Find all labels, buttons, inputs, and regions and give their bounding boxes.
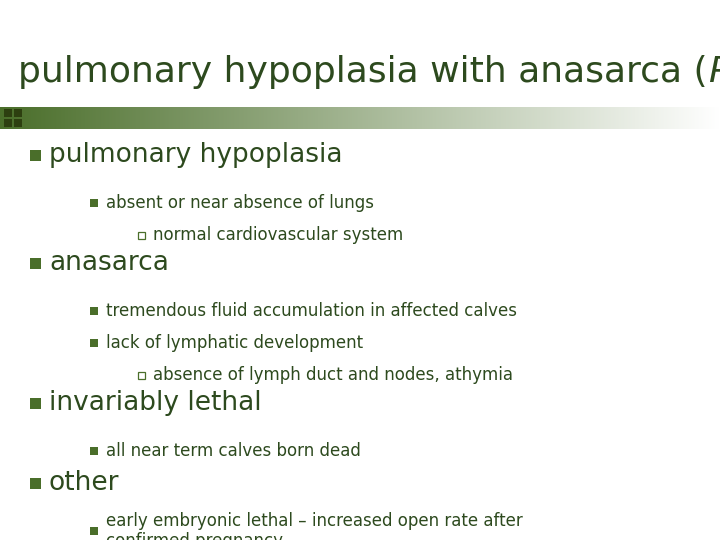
Text: invariably lethal: invariably lethal: [49, 390, 261, 416]
Bar: [90, 447, 98, 455]
Bar: [30, 258, 41, 268]
Bar: [14, 119, 22, 127]
Text: early embryonic lethal – increased open rate after
confirmed pregnancy: early embryonic lethal – increased open …: [106, 511, 523, 540]
Bar: [30, 150, 41, 160]
Bar: [30, 397, 41, 408]
Text: absence of lymph duct and nodes, athymia: absence of lymph duct and nodes, athymia: [153, 366, 513, 384]
Bar: [138, 232, 145, 239]
Text: all near term calves born dead: all near term calves born dead: [106, 442, 361, 460]
Text: tremendous fluid accumulation in affected calves: tremendous fluid accumulation in affecte…: [106, 302, 517, 320]
Text: other: other: [49, 470, 120, 496]
Text: normal cardiovascular system: normal cardiovascular system: [153, 226, 403, 244]
Bar: [4, 119, 12, 127]
Bar: [90, 339, 98, 347]
Bar: [90, 527, 98, 535]
Text: PHA: PHA: [708, 55, 720, 89]
Bar: [90, 307, 98, 315]
Text: pulmonary hypoplasia with anasarca (: pulmonary hypoplasia with anasarca (: [18, 55, 708, 89]
Bar: [4, 109, 12, 117]
Bar: [138, 372, 145, 379]
Text: lack of lymphatic development: lack of lymphatic development: [106, 334, 363, 352]
Bar: [90, 199, 98, 207]
Bar: [14, 109, 22, 117]
Text: pulmonary hypoplasia: pulmonary hypoplasia: [49, 142, 343, 168]
Bar: [30, 477, 41, 489]
Text: anasarca: anasarca: [49, 250, 169, 276]
Text: absent or near absence of lungs: absent or near absence of lungs: [106, 194, 374, 212]
